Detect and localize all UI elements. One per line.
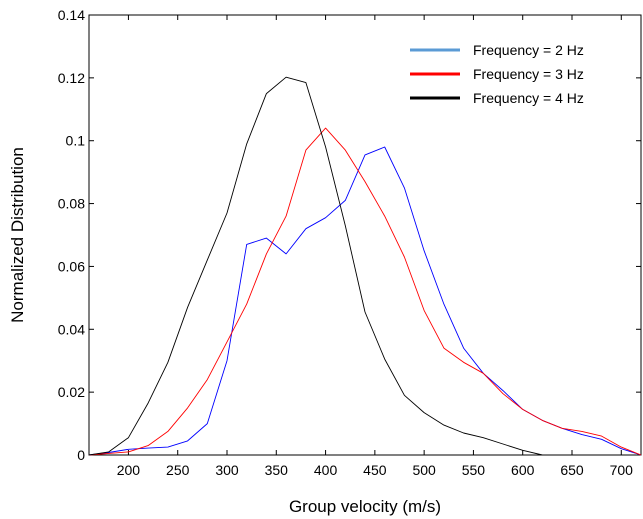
x-tick-label: 400 — [314, 462, 338, 478]
y-axis-label: Normalized Distribution — [8, 147, 27, 323]
x-tick-label: 550 — [462, 462, 486, 478]
plot-area — [88, 14, 642, 456]
y-tick-label: 0.04 — [58, 321, 85, 337]
legend-label: Frequency = 4 Hz — [473, 90, 584, 106]
y-tick-label: 0.02 — [58, 384, 85, 400]
x-tick-label: 600 — [511, 462, 535, 478]
legend-label: Frequency = 2 Hz — [473, 42, 584, 58]
x-tick-label: 350 — [265, 462, 289, 478]
x-tick-label: 300 — [215, 462, 239, 478]
x-tick-label: 450 — [363, 462, 387, 478]
y-tick-label: 0.12 — [58, 70, 85, 86]
x-axis-label: Group velocity (m/s) — [289, 497, 441, 516]
y-tick-label: 0.1 — [66, 133, 86, 149]
axis-ticks: 200 250 300 350 400 450 500 550 600 650 700 0 0.02 0.… — [58, 7, 641, 478]
x-tick-label: 250 — [166, 462, 190, 478]
x-tick-label: 200 — [117, 462, 141, 478]
series-lines — [88, 76, 642, 456]
x-tick-label: 500 — [412, 462, 436, 478]
series-line-4hz — [88, 76, 543, 456]
series-line-3hz — [88, 127, 642, 456]
y-tick-label: 0.08 — [58, 196, 85, 212]
legend-label: Frequency = 3 Hz — [473, 66, 584, 82]
legend: Frequency = 2 Hz Frequency = 3 Hz Frequenc… — [410, 42, 584, 106]
x-tick-label: 700 — [610, 462, 634, 478]
y-tick-label: 0.06 — [58, 258, 85, 274]
y-tick-label: 0.14 — [58, 7, 85, 23]
x-tick-label: 650 — [560, 462, 584, 478]
series-line-2hz — [88, 146, 642, 456]
plot-border — [88, 14, 642, 456]
y-tick-label: 0 — [77, 447, 85, 463]
